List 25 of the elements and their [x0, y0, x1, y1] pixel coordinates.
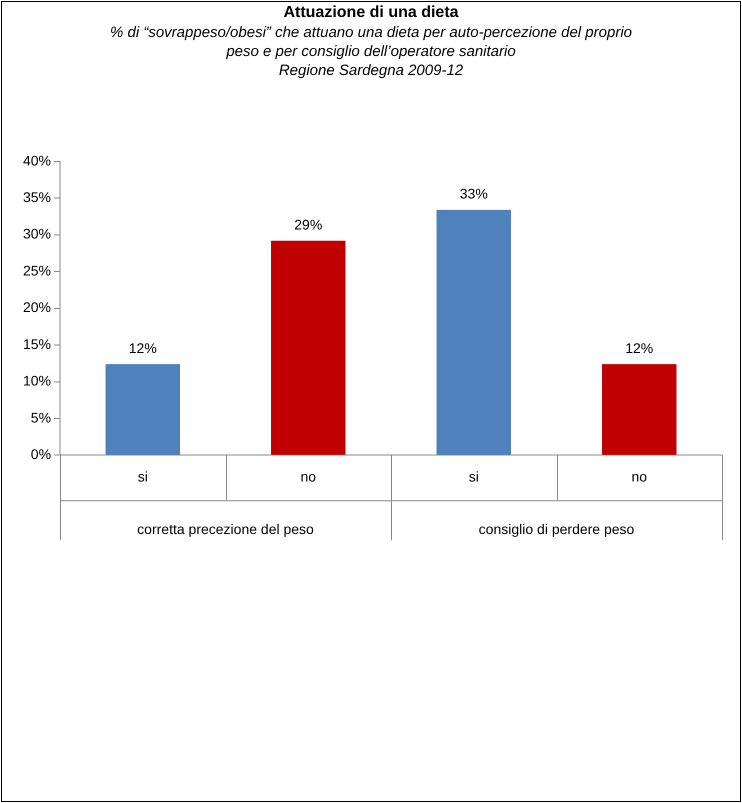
y-tick-label: 15% [22, 336, 52, 352]
bar [106, 364, 180, 455]
bar [602, 364, 676, 455]
y-tick-label: 20% [22, 299, 52, 316]
y-tick-label: 0% [30, 446, 52, 462]
y-tick-label: 40% [22, 152, 52, 168]
chart-subtitle: % di “sovrappeso/obesi” che attuano una dieta per auto-percezione del proprio peso e per consiglio dell’operatore sanitario Regione Sardegna 2009-12 [109, 23, 633, 80]
y-tick-label: 35% [22, 188, 52, 205]
text: corretta precezione del peso [137, 521, 314, 538]
y-tick-label: 25% [22, 262, 52, 278]
text: consiglio di perdere peso [478, 521, 635, 538]
data-label: 12% [625, 340, 654, 356]
y-tick-label: 10% [22, 372, 52, 389]
y-tick-label: 5% [30, 409, 52, 426]
y-tick-label: 30% [22, 226, 52, 242]
x-tick-label: si [468, 468, 479, 484]
bar [271, 240, 346, 455]
x-tick-label: si [138, 468, 148, 484]
data-label: 29% [294, 216, 322, 233]
data-label: 12% [128, 340, 157, 356]
data-label: 33% [460, 186, 488, 202]
x-tick-label: no [300, 468, 316, 484]
chart-title: Attuazione di una dieta [282, 4, 460, 22]
bar [436, 210, 511, 455]
x-tick-label: no [631, 468, 648, 484]
